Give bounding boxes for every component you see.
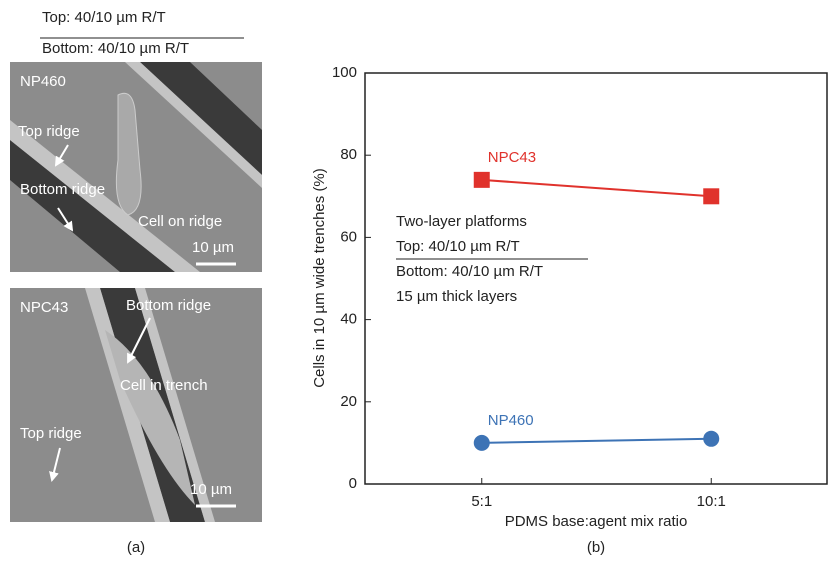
series-label: NPC43: [488, 149, 536, 166]
marker: [703, 431, 719, 447]
series-line: [482, 439, 712, 443]
header-top: Top: 40/10 µm R/T: [42, 9, 166, 26]
x-axis-label: PDMS base:agent mix ratio: [505, 513, 688, 530]
annotation: Two-layer platforms: [396, 213, 527, 230]
caption: (a): [127, 539, 145, 556]
y-tick-label: 40: [340, 311, 357, 328]
y-tick-label: 60: [340, 228, 357, 245]
series-line: [482, 180, 712, 196]
y-tick-label: 0: [349, 475, 357, 492]
y-tick-label: 100: [332, 64, 357, 81]
y-tick-label: 20: [340, 393, 357, 410]
figure: Top: 40/10 µm R/T Bottom: 40/10 µm R/T N…: [0, 0, 828, 560]
sem-image: NPC43 Bottom ridge Cell in trench Top ri…: [10, 288, 262, 522]
image-label: Bottom ridge: [126, 297, 211, 314]
y-tick-label: 80: [340, 146, 357, 163]
image-label: Cell on ridge: [138, 213, 222, 230]
x-tick-label: 5:1: [471, 493, 492, 510]
header-bottom: Bottom: 40/10 µm R/T: [42, 40, 189, 57]
series-label: NP460: [488, 412, 534, 429]
sem-image: NP460 Top ridge Bottom ridge Cell on rid…: [10, 62, 262, 272]
marker: [474, 172, 490, 188]
page: Top: 40/10 µm R/T Bottom: 40/10 µm R/T N…: [0, 0, 828, 560]
annotation: 15 µm thick layers: [396, 288, 517, 305]
image-label: NPC43: [20, 299, 68, 316]
caption: (b): [587, 539, 605, 556]
marker: [703, 188, 719, 204]
x-tick-label: 10:1: [697, 493, 726, 510]
image-label: Cell in trench: [120, 377, 208, 394]
image-label: Top ridge: [20, 425, 82, 442]
image-label: NP460: [20, 73, 66, 90]
scale-label: 10 µm: [192, 239, 234, 256]
annotation: Top: 40/10 µm R/T: [396, 238, 520, 255]
marker: [474, 435, 490, 451]
image-label: Top ridge: [18, 123, 80, 140]
annotation: Bottom: 40/10 µm R/T: [396, 263, 543, 280]
y-axis-label: Cells in 10 µm wide trenches (%): [311, 168, 328, 388]
scale-label: 10 µm: [190, 481, 232, 498]
image-label: Bottom ridge: [20, 181, 105, 198]
